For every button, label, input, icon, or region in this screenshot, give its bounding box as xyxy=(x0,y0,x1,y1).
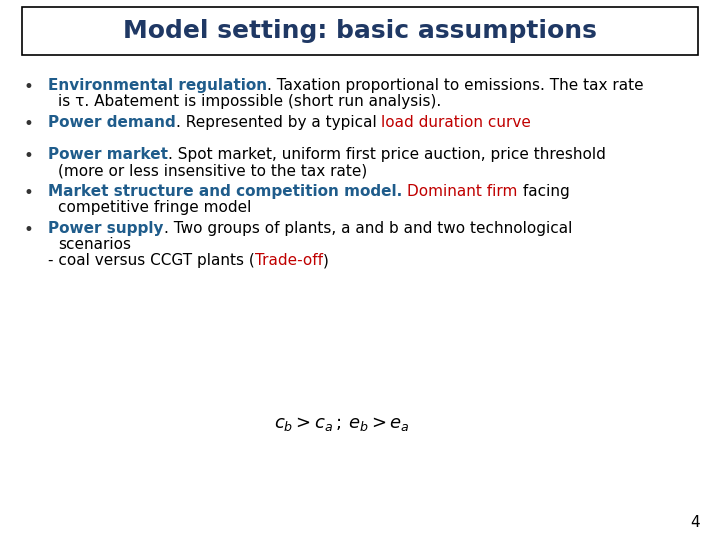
Text: Trade-off: Trade-off xyxy=(255,253,323,268)
Text: Market structure and competition model.: Market structure and competition model. xyxy=(48,184,402,199)
Text: - coal versus CCGT plants (: - coal versus CCGT plants ( xyxy=(48,253,255,268)
Text: competitive fringe model: competitive fringe model xyxy=(58,200,251,215)
Text: load duration curve: load duration curve xyxy=(382,115,531,130)
Text: is τ. Abatement is impossible (short run analysis).: is τ. Abatement is impossible (short run… xyxy=(58,94,441,109)
Text: •: • xyxy=(23,78,33,96)
Text: Power demand: Power demand xyxy=(48,115,176,130)
Text: scenarios: scenarios xyxy=(58,237,131,252)
Text: •: • xyxy=(23,147,33,165)
Text: . Spot market, uniform first price auction, price threshold: . Spot market, uniform first price aucti… xyxy=(168,147,606,162)
Text: •: • xyxy=(23,115,33,133)
Text: •: • xyxy=(23,221,33,239)
Text: (more or less insensitive to the tax rate): (more or less insensitive to the tax rat… xyxy=(58,163,367,178)
Text: facing: facing xyxy=(518,184,570,199)
Text: 4: 4 xyxy=(690,515,700,530)
Text: Model setting: basic assumptions: Model setting: basic assumptions xyxy=(123,19,597,43)
Text: . Two groups of plants, a and b and two technological: . Two groups of plants, a and b and two … xyxy=(163,221,572,236)
Bar xyxy=(22,7,698,55)
Text: Power supply: Power supply xyxy=(48,221,163,236)
Text: . Represented by a typical: . Represented by a typical xyxy=(176,115,382,130)
Text: Dominant firm: Dominant firm xyxy=(407,184,518,199)
Text: . Taxation proportional to emissions. The tax rate: . Taxation proportional to emissions. Th… xyxy=(267,78,644,93)
Text: •: • xyxy=(23,184,33,202)
Text: Power market: Power market xyxy=(48,147,168,162)
Text: Environmental regulation: Environmental regulation xyxy=(48,78,267,93)
Text: ): ) xyxy=(323,253,328,268)
Text: $c_b > c_a\,;\, e_b > e_a$: $c_b > c_a\,;\, e_b > e_a$ xyxy=(274,415,409,433)
